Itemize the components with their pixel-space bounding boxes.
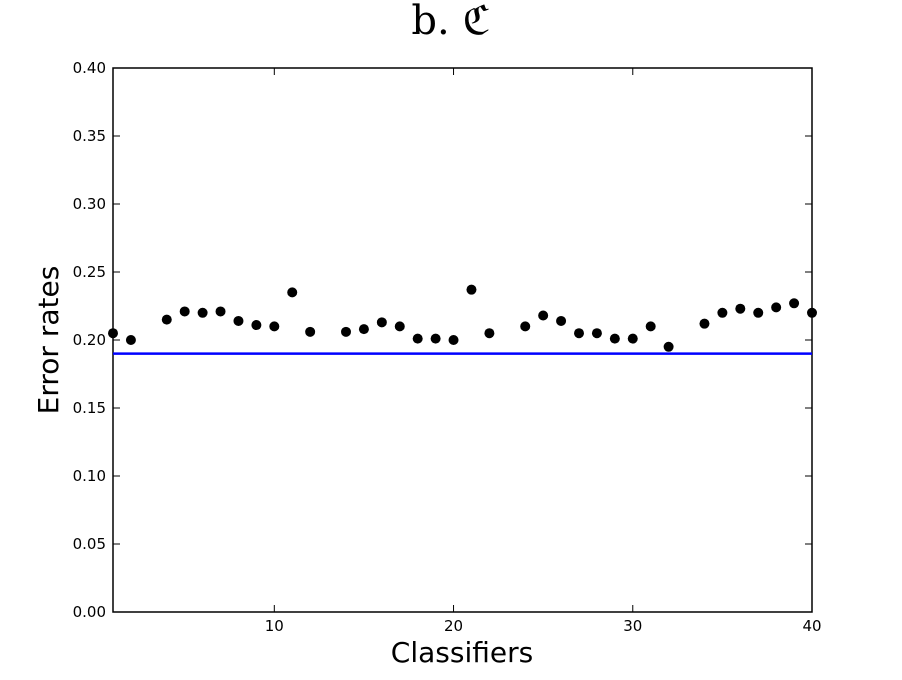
data-point (376, 317, 387, 328)
y-tick-label: 0.05 (73, 535, 106, 553)
data-point (627, 333, 638, 344)
data-point (448, 335, 459, 345)
x-tick-label: 10 (265, 617, 284, 635)
data-point (251, 320, 262, 331)
data-point (269, 321, 280, 332)
data-point (789, 298, 800, 309)
data-point (699, 318, 710, 329)
y-axis: 0.00 0.05 0.10 0.15 0.20 0.25 0.30 0.35 0.40 (73, 59, 812, 621)
x-axis: 10 20 30 40 (265, 68, 822, 635)
data-point (663, 341, 674, 352)
data-point (735, 303, 746, 314)
data-point (609, 333, 620, 344)
data-point (358, 324, 369, 335)
data-point (771, 302, 782, 313)
data-point (197, 307, 208, 318)
y-tick-label: 0.25 (73, 263, 106, 281)
y-tick-label: 0.10 (73, 467, 106, 485)
chart-title: b. ℭ (411, 0, 490, 44)
plot-frame (112, 67, 813, 613)
data-point (538, 310, 549, 321)
data-point (394, 321, 405, 332)
data-point (430, 333, 441, 344)
data-point (466, 284, 477, 295)
data-point (484, 328, 495, 339)
x-tick-label: 30 (623, 617, 642, 635)
data-point (108, 328, 118, 339)
data-points (108, 284, 817, 352)
y-tick-label: 0.00 (73, 603, 106, 621)
y-tick-label: 0.30 (73, 195, 106, 213)
data-point (125, 335, 136, 345)
data-point (341, 326, 351, 337)
y-axis-label: Error rates (32, 266, 65, 415)
data-point (233, 315, 244, 326)
data-point (574, 328, 584, 339)
data-point (753, 307, 764, 318)
data-point (412, 333, 423, 344)
data-point (305, 326, 316, 337)
data-point (556, 315, 567, 326)
x-tick-label: 20 (444, 617, 463, 635)
y-tick-label: 0.40 (73, 59, 106, 77)
data-point (807, 307, 817, 318)
y-tick-label: 0.20 (73, 331, 106, 349)
data-point (161, 314, 172, 325)
data-point (717, 307, 728, 318)
data-point (215, 306, 226, 317)
y-tick-label: 0.15 (73, 399, 106, 417)
data-point (591, 328, 602, 339)
y-tick-label: 0.35 (73, 127, 106, 145)
data-point (287, 287, 298, 298)
x-axis-label: Classifiers (391, 636, 533, 669)
x-tick-label: 40 (802, 617, 821, 635)
data-point (520, 321, 531, 332)
data-point (179, 306, 190, 317)
data-point (645, 321, 656, 332)
